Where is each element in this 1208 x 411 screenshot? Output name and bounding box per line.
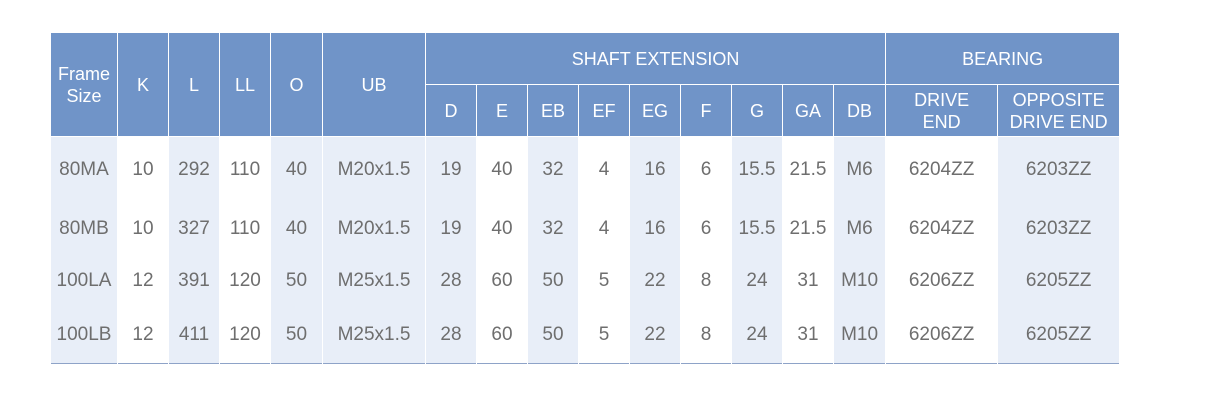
cell-ub: M20x1.5 [322,136,426,203]
cell-ll: 120 [219,307,271,364]
col-header-eg: EG [629,84,681,137]
group-header-shaft-extension: SHAFT EXTENSION [424,32,887,85]
cell-ga: 21.5 [782,136,834,203]
cell-ga: 21.5 [782,203,834,255]
cell-l: 327 [168,203,220,255]
cell-o: 40 [270,136,323,203]
col-header-l: L [168,32,220,137]
col-header-eb: EB [527,84,579,137]
motor-spec-table: Frame Size K L LL O UB SHAFT EXTENSION B… [50,32,1121,364]
cell-opposite-drive-end: 6205ZZ [997,255,1121,307]
cell-f: 8 [680,255,732,307]
col-header-f: F [680,84,732,137]
frame-size-label: Frame Size [57,63,110,106]
cell-f: 6 [680,136,732,203]
cell-eb: 32 [527,203,579,255]
group-header-bearing: BEARING [885,32,1121,85]
cell-g: 24 [731,255,783,307]
cell-opposite-drive-end: 6205ZZ [997,307,1121,364]
cell-k: 10 [117,136,169,203]
cell-k: 12 [117,307,169,364]
cell-k: 10 [117,203,169,255]
cell-db: M10 [832,255,887,307]
cell-ll: 120 [219,255,271,307]
cell-drive-end: 6206ZZ [885,255,999,307]
header-row-sub: D E EB EF EG F G GA DB DRIVE END OPPOSIT… [51,84,1121,137]
cell-frame-size: 80MA [50,136,118,203]
cell-o: 50 [270,255,323,307]
table-row: 100LB 12 411 120 50 M25x1.5 28 60 50 5 22 8 24 31 M10 6… [50,307,1121,364]
col-header-k: K [117,32,169,137]
cell-d: 28 [425,255,477,307]
col-header-db: DB [832,84,887,137]
header-row-top: Frame Size K L LL O UB SHAFT EXTENSION B… [50,32,1121,137]
cell-l: 411 [168,307,220,364]
col-header-d: D [425,84,477,137]
cell-ef: 4 [578,203,630,255]
col-header-o: O [270,32,323,137]
cell-f: 8 [680,307,732,364]
cell-ll: 110 [219,136,271,203]
cell-ef: 5 [578,255,630,307]
cell-d: 19 [425,203,477,255]
cell-d: 28 [425,307,477,364]
cell-frame-size: 80MB [50,203,118,255]
cell-ef: 4 [578,136,630,203]
col-header-ga: GA [782,84,834,137]
cell-ub: M25x1.5 [322,255,426,307]
cell-g: 24 [731,307,783,364]
cell-e: 40 [476,203,528,255]
cell-l: 391 [168,255,220,307]
cell-frame-size: 100LB [50,307,118,364]
cell-eg: 16 [629,136,681,203]
cell-eg: 16 [629,203,681,255]
cell-db: M6 [832,203,887,255]
cell-ll: 110 [219,203,271,255]
cell-eb: 50 [527,307,579,364]
table-row: 80MB 10 327 110 40 M20x1.5 19 40 32 4 16 6 15.5 21.5 M… [50,203,1121,255]
cell-eb: 50 [527,255,579,307]
cell-ef: 5 [578,307,630,364]
col-header-frame-size: Frame Size [50,32,118,137]
cell-opposite-drive-end: 6203ZZ [997,136,1121,203]
col-header-ef: EF [578,84,630,137]
cell-e: 60 [476,307,528,364]
cell-opposite-drive-end: 6203ZZ [997,203,1121,255]
cell-frame-size: 100LA [50,255,118,307]
table-row: 100LA 12 391 120 50 M25x1.5 28 60 50 5 22 8 24 31 M10 6… [50,255,1121,307]
col-header-ll: LL [219,32,271,137]
cell-eg: 22 [629,255,681,307]
col-header-e: E [476,84,528,137]
cell-o: 50 [270,307,323,364]
cell-ub: M25x1.5 [322,307,426,364]
cell-eg: 22 [629,307,681,364]
cell-k: 12 [117,255,169,307]
table-row: 80MA 10 292 110 40 M20x1.5 19 40 32 4 16 6 15.5 21.5 M… [50,136,1121,203]
cell-ga: 31 [782,255,834,307]
cell-g: 15.5 [731,203,783,255]
cell-g: 15.5 [731,136,783,203]
cell-db: M10 [832,307,887,364]
cell-ga: 31 [782,307,834,364]
cell-drive-end: 6204ZZ [885,203,999,255]
col-header-ub: UB [322,32,426,137]
cell-f: 6 [680,203,732,255]
col-header-g: G [731,84,783,137]
col-header-drive-end: DRIVE END [885,84,999,137]
cell-eb: 32 [527,136,579,203]
cell-l: 292 [168,136,220,203]
cell-o: 40 [270,203,323,255]
cell-e: 40 [476,136,528,203]
cell-d: 19 [425,136,477,203]
cell-db: M6 [832,136,887,203]
cell-drive-end: 6204ZZ [885,136,999,203]
cell-e: 60 [476,255,528,307]
cell-ub: M20x1.5 [322,203,426,255]
col-header-opposite-drive-end: OPPOSITE DRIVE END [997,84,1121,137]
cell-drive-end: 6206ZZ [885,307,999,364]
